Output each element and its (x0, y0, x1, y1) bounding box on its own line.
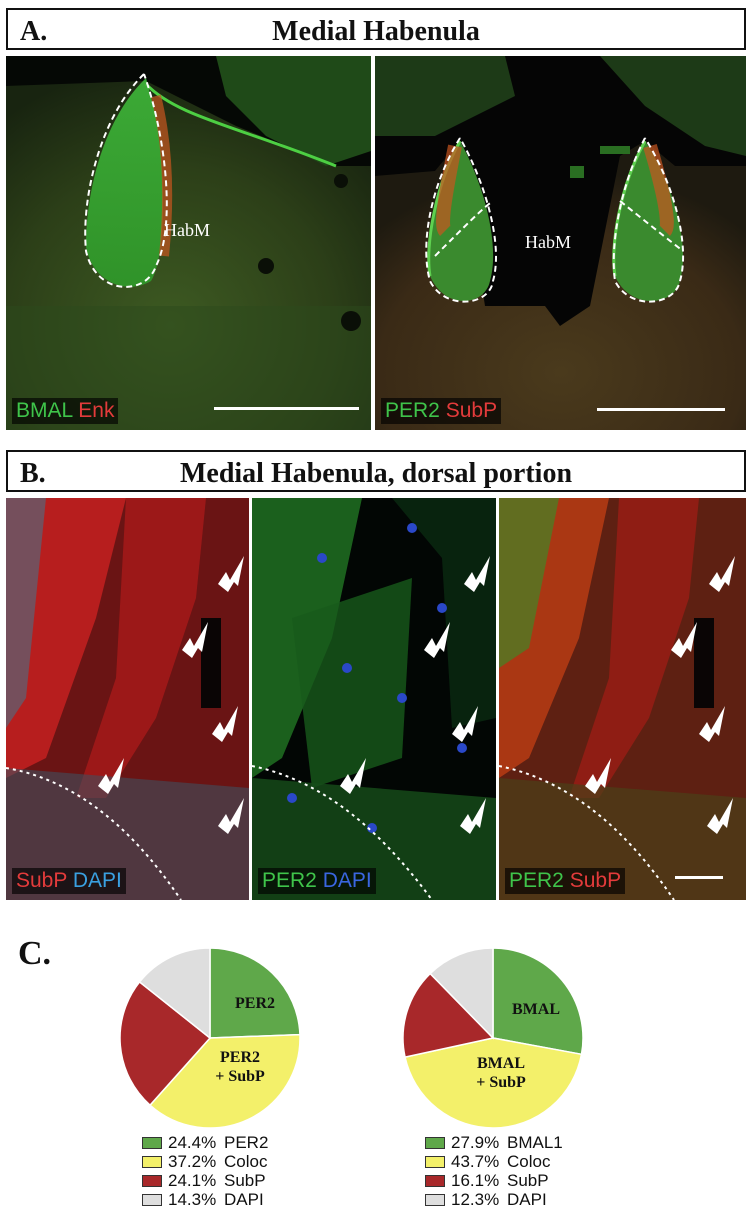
pie-label-coloc-line1: BMAL (477, 1055, 525, 1072)
panel-a-letter: A. (20, 16, 48, 47)
channel-per2: PER2 (509, 869, 564, 892)
legend-label: BMAL1 (507, 1132, 563, 1152)
legend-swatch (142, 1174, 162, 1187)
legend-label: PER2 (224, 1132, 269, 1152)
channel-enk: Enk (78, 399, 115, 422)
legend-swatch (425, 1155, 445, 1168)
channel-label: SubP DAPI (12, 868, 126, 894)
channel-label: PER2 DAPI (258, 868, 376, 894)
micrograph-subp-dapi: SubP DAPI (6, 498, 249, 900)
pie-slice-coloc (404, 1037, 583, 1129)
legend-value: 16.1% (451, 1170, 500, 1190)
micrograph-per2-dapi: PER2 DAPI (252, 498, 496, 900)
pie-chart-bmal: BMAL BMAL + SubP (402, 947, 584, 1129)
pie-label-bmal: BMAL (512, 1001, 560, 1018)
channel-subp: SubP (569, 869, 622, 892)
panel-b-header: B. Medial Habenula, dorsal portion (6, 450, 746, 492)
legend-item: 43.7% Coloc (425, 1152, 563, 1171)
channel-per2: PER2 (385, 399, 440, 422)
legend-swatch (425, 1136, 445, 1149)
pie-chart-per2: PER2 PER2 + SubP (119, 947, 301, 1129)
channel-label: BMAL Enk (12, 398, 119, 424)
pie-label-coloc-line1: PER2 (220, 1049, 260, 1066)
channel-subp: SubP (16, 869, 67, 892)
legend-item: 16.1% SubP (425, 1171, 563, 1190)
legend-swatch (425, 1174, 445, 1187)
pie-slice-dapi (138, 947, 211, 1040)
channel-subp: SubP (445, 399, 498, 422)
pie-label-per2: PER2 (235, 995, 275, 1012)
legend-value: 14.3% (168, 1189, 217, 1209)
legend-value: 27.9% (451, 1132, 500, 1152)
channel-dapi: DAPI (322, 869, 372, 892)
legend-label: Coloc (507, 1151, 551, 1171)
legend-item: 24.1% SubP (142, 1171, 268, 1190)
legend-item: 24.4% PER2 (142, 1133, 268, 1152)
panel-a-header: A. Medial Habenula (6, 8, 746, 50)
legend-item: 14.3% DAPI (142, 1190, 268, 1209)
legend-value: 43.7% (451, 1151, 500, 1171)
legend-label: SubP (507, 1170, 549, 1190)
region-label-habm: HabM (164, 220, 210, 240)
micrograph-per2-subp: HabM PER2 SubP (375, 56, 746, 430)
micrograph-per2-subp-merge: PER2 SubP (499, 498, 746, 900)
channel-label: PER2 SubP (505, 868, 626, 894)
legend-item: 27.9% BMAL1 (425, 1133, 563, 1152)
legend-swatch (142, 1155, 162, 1168)
pie-slices (402, 947, 584, 1129)
channel-label: PER2 SubP (381, 398, 502, 424)
pie-slice-per2 (209, 947, 301, 1039)
micrograph-bmal-enk: HabM BMAL Enk (6, 56, 371, 430)
scale-bar (214, 407, 359, 410)
legend-per2: 24.4% PER2 37.2% Coloc 24.1% SubP 14.3% DAPI (142, 1133, 268, 1209)
pie-label-coloc-line2: + SubP (215, 1068, 265, 1085)
legend-item: 37.2% Coloc (142, 1152, 268, 1171)
legend-label: Coloc (224, 1151, 268, 1171)
pie-slices (119, 947, 301, 1129)
channel-bmal: BMAL (16, 399, 73, 422)
legend-item: 12.3% DAPI (425, 1190, 563, 1209)
pie-slice-coloc (148, 1033, 301, 1129)
legend-swatch (142, 1193, 162, 1206)
channel-dapi: DAPI (72, 869, 122, 892)
panel-a-title: Medial Habenula (272, 16, 480, 47)
pie-slice-subp (402, 972, 495, 1058)
legend-bmal: 27.9% BMAL1 43.7% Coloc 16.1% SubP 12.3% DAP… (425, 1133, 563, 1209)
legend-value: 24.4% (168, 1132, 217, 1152)
pie-slice-dapi (429, 947, 494, 1040)
legend-value: 24.1% (168, 1170, 217, 1190)
panel-c-letter: C. (18, 935, 52, 972)
legend-label: SubP (224, 1170, 266, 1190)
legend-label: DAPI (224, 1189, 264, 1209)
channel-per2: PER2 (262, 869, 317, 892)
legend-value: 12.3% (451, 1189, 500, 1209)
pie-label-coloc-line2: + SubP (476, 1074, 526, 1091)
pie-slice-bmal1 (492, 947, 584, 1056)
panel-b-letter: B. (20, 458, 46, 489)
legend-value: 37.2% (168, 1151, 217, 1171)
pie-slice-subp (119, 980, 212, 1107)
region-label-habm: HabM (525, 232, 571, 252)
scale-bar (597, 408, 725, 411)
legend-swatch (425, 1193, 445, 1206)
legend-swatch (142, 1136, 162, 1149)
legend-label: DAPI (507, 1189, 547, 1209)
panel-b-title: Medial Habenula, dorsal portion (179, 458, 573, 489)
scale-bar (675, 876, 723, 879)
